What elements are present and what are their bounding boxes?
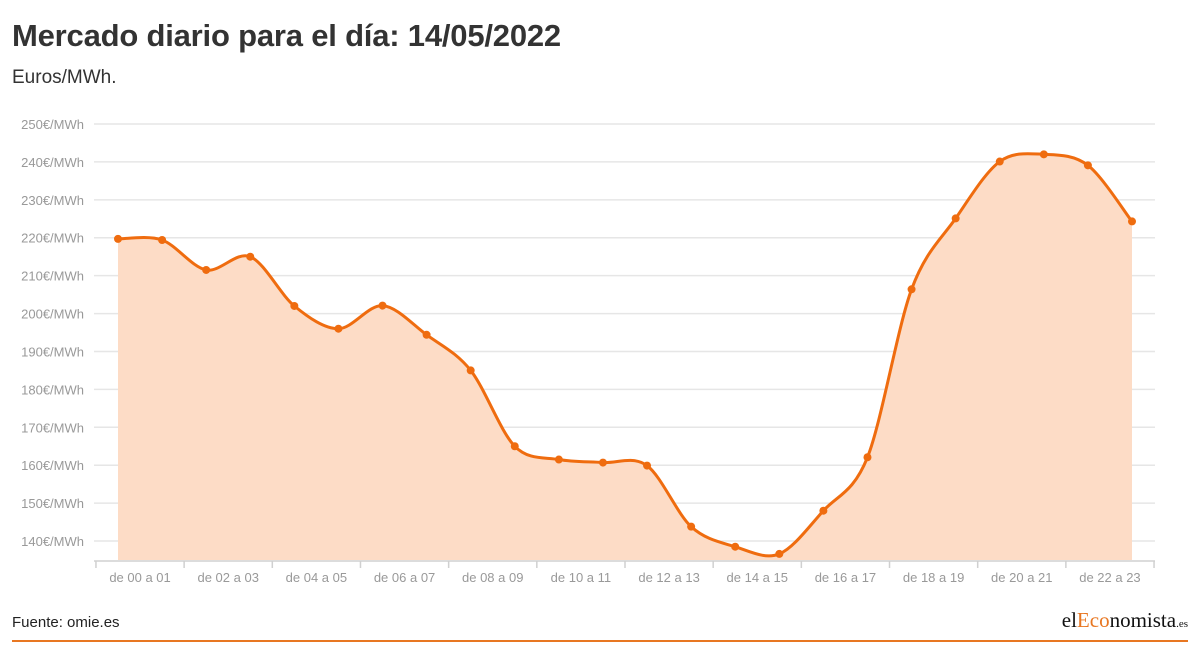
y-tick-label: 210€/MWh — [21, 269, 84, 284]
data-point — [1039, 150, 1048, 159]
data-point — [334, 324, 343, 333]
x-tick-label: de 12 a 13 — [638, 570, 699, 585]
y-tick-label: 170€/MWh — [21, 420, 84, 435]
y-tick-label: 250€/MWh — [21, 117, 84, 132]
source-note: Fuente: omie.es — [12, 614, 120, 631]
area-chart: 140€/MWh 150€/MWh 160€/MWh 170€/MWh 180€/MWh… — [21, 117, 1155, 585]
data-point — [378, 301, 387, 310]
x-tick-label: de 22 a 23 — [1079, 570, 1140, 585]
data-point — [819, 506, 828, 515]
y-tick-label: 200€/MWh — [21, 307, 84, 322]
y-tick-label: 230€/MWh — [21, 193, 84, 208]
data-point — [422, 330, 431, 339]
data-point — [731, 542, 740, 551]
data-point — [510, 442, 519, 451]
x-tick-label: de 10 a 11 — [551, 570, 611, 585]
y-axis-labels: 140€/MWh 150€/MWh 160€/MWh 170€/MWh 180€/MWh… — [21, 117, 84, 549]
data-points — [114, 150, 1136, 558]
data-point — [466, 366, 475, 375]
y-tick-label: 190€/MWh — [21, 344, 84, 359]
brand-logo-suffix: .es — [1176, 618, 1188, 630]
x-tick-label: de 04 a 05 — [286, 570, 347, 585]
data-point — [907, 285, 916, 294]
data-point — [863, 453, 872, 462]
data-point — [995, 157, 1004, 166]
x-tick-label: de 18 a 19 — [903, 570, 964, 585]
data-point — [1128, 217, 1136, 226]
chart-subtitle: Euros/MWh. — [12, 67, 117, 88]
data-point — [114, 234, 122, 243]
data-point — [775, 549, 784, 558]
data-point — [554, 455, 563, 464]
brand-logo-accent: Eco — [1076, 608, 1110, 632]
brand-logo-pre: el — [1061, 608, 1077, 632]
x-tick-label: de 06 a 07 — [374, 570, 435, 585]
data-point — [290, 301, 299, 310]
footer-divider — [12, 640, 1188, 642]
data-point — [951, 214, 960, 223]
x-tick-label: de 20 a 21 — [991, 570, 1052, 585]
chart-title: Mercado diario para el día: 14/05/2022 — [12, 18, 561, 53]
y-tick-label: 160€/MWh — [21, 458, 84, 473]
brand-logo-post: nomista — [1109, 608, 1177, 632]
x-tick-label: de 16 a 17 — [815, 570, 876, 585]
data-point — [643, 461, 652, 470]
y-tick-label: 150€/MWh — [21, 496, 84, 511]
x-axis — [94, 560, 1155, 568]
x-tick-label: de 08 a 09 — [462, 570, 523, 585]
x-tick-label: de 02 a 03 — [197, 570, 258, 585]
y-tick-label: 180€/MWh — [21, 382, 84, 397]
y-tick-label: 240€/MWh — [21, 155, 84, 170]
x-tick-label: de 00 a 01 — [109, 570, 170, 585]
area-fill — [118, 153, 1132, 560]
data-point — [158, 236, 167, 245]
y-tick-label: 220€/MWh — [21, 231, 84, 246]
data-point — [202, 265, 211, 274]
y-tick-label: 140€/MWh — [21, 534, 84, 549]
data-point — [246, 252, 255, 261]
x-axis-labels: de 00 a 01 de 02 a 03 de 04 a 05 de 06 a 07… — [109, 570, 1140, 585]
data-point — [687, 522, 696, 531]
data-point — [598, 458, 607, 467]
area-layer — [117, 152, 1134, 560]
x-tick-label: de 14 a 15 — [727, 570, 788, 585]
brand-logo: elEconomista.es — [1062, 608, 1188, 633]
data-point — [1083, 161, 1092, 170]
